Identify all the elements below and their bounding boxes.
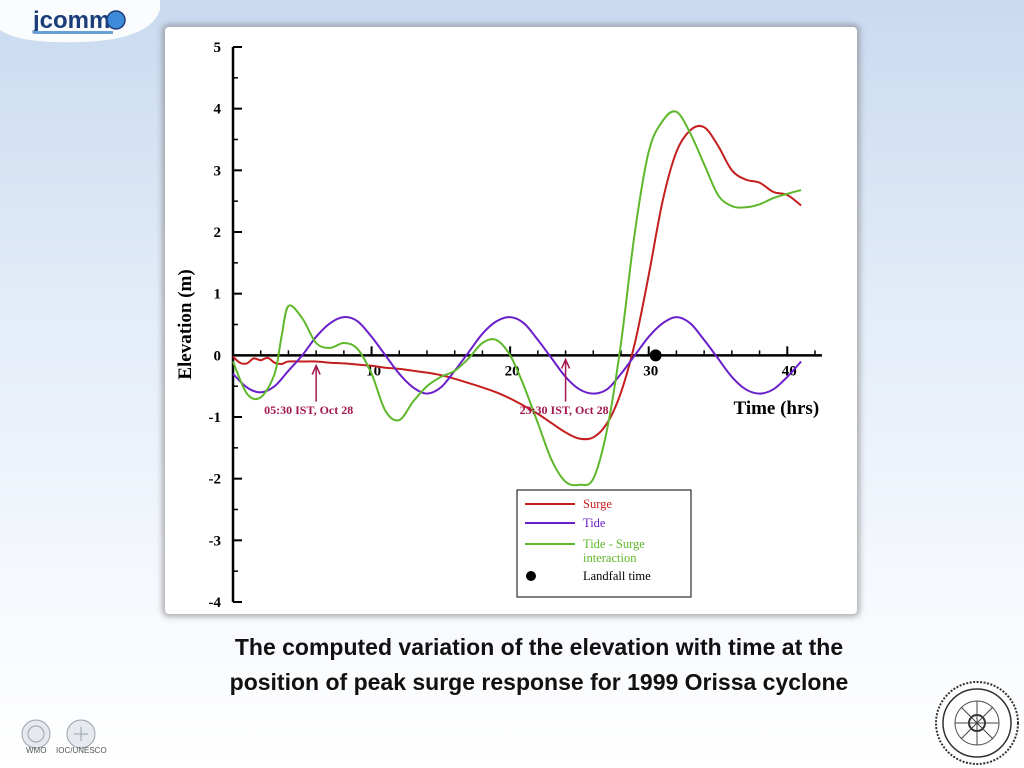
chart-frame: -4 -3 -2 -1 0 1 2 3 4 5 Elevation (m) 10 20 30 40 Time … bbox=[165, 27, 857, 614]
caption-line-2: position of peak surge response for 1999… bbox=[229, 669, 849, 695]
legend-label: Tide bbox=[583, 516, 606, 530]
y-tick-label: -3 bbox=[209, 533, 222, 549]
legend-label: Tide - Surge bbox=[583, 537, 645, 551]
landfall-marker bbox=[649, 349, 662, 362]
y-tick-label: 3 bbox=[214, 163, 222, 179]
y-tick-label: -2 bbox=[209, 472, 222, 488]
annotation-arrowhead bbox=[311, 363, 321, 375]
x-axis-label: Time (hrs) bbox=[733, 398, 819, 419]
y-tick-label: 1 bbox=[214, 287, 222, 303]
x-tick-label: 40 bbox=[782, 363, 797, 379]
caption-line-1: The computed variation of the elevation … bbox=[234, 634, 844, 660]
legend-label-line2: interaction bbox=[583, 551, 637, 565]
legend-label: Surge bbox=[583, 497, 612, 511]
tide-line bbox=[232, 316, 802, 395]
y-tick-label: -1 bbox=[209, 410, 222, 426]
jcomm-logo: jcomm bbox=[0, 0, 160, 43]
logo-text: jcomm bbox=[32, 7, 110, 34]
legend-label: Landfall time bbox=[583, 569, 651, 583]
wmo-emblem-icon bbox=[21, 719, 51, 749]
y-axis-label: Elevation (m) bbox=[175, 269, 196, 379]
annotation-arrowhead bbox=[560, 357, 571, 369]
footer-logos bbox=[21, 719, 96, 749]
figure-caption: The computed variation of the elevation … bbox=[100, 630, 978, 700]
x-tick-label: 30 bbox=[643, 363, 658, 379]
globe-icon bbox=[106, 10, 126, 30]
wmo-label: WMO bbox=[26, 746, 47, 755]
y-tick-label: 4 bbox=[214, 102, 222, 118]
ioc-label: IOC/UNESCO bbox=[56, 746, 107, 755]
interaction-line bbox=[232, 110, 802, 487]
legend-dot bbox=[526, 571, 536, 581]
y-tick-label: 5 bbox=[214, 40, 222, 56]
y-tick-label: 0 bbox=[214, 348, 222, 364]
surge-line bbox=[232, 124, 802, 441]
annotation-label: 05:30 IST, Oct 28 bbox=[264, 403, 353, 417]
y-tick-label: -4 bbox=[209, 595, 222, 611]
y-tick-label: 2 bbox=[214, 225, 222, 241]
annotation-label: 23:30 IST, Oct 28 bbox=[520, 403, 609, 417]
institute-seal-icon bbox=[935, 681, 1019, 765]
